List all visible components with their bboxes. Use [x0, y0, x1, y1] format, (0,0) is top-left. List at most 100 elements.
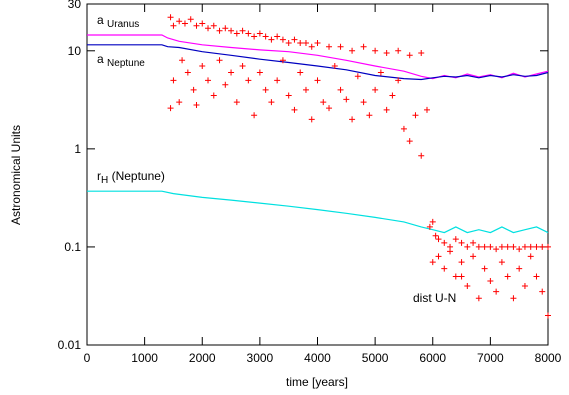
point [251, 112, 258, 119]
annotation-text: r [97, 169, 101, 183]
point [372, 47, 379, 54]
y-tick-label: 0.01 [58, 338, 82, 352]
point [245, 30, 252, 37]
point [245, 77, 252, 84]
point [452, 273, 459, 280]
annotation-rest: (Neptune) [108, 169, 165, 183]
point [354, 73, 361, 80]
point [516, 265, 523, 272]
point [326, 43, 333, 50]
x-tick-label: 2000 [189, 351, 216, 365]
point [545, 243, 551, 250]
point [533, 243, 540, 250]
point [251, 33, 258, 40]
point [210, 22, 217, 29]
point [406, 138, 413, 145]
point [291, 36, 298, 43]
point [372, 86, 379, 93]
point [406, 52, 413, 59]
point [193, 102, 200, 109]
y-tick-label: 1 [74, 142, 81, 156]
point [190, 86, 197, 93]
point [510, 243, 517, 250]
point [475, 295, 482, 302]
line [87, 44, 549, 81]
point [308, 43, 315, 50]
point [199, 20, 206, 27]
point [432, 232, 439, 239]
point [179, 57, 186, 64]
point [302, 40, 309, 47]
point [199, 62, 206, 69]
annotation: a Neptune [97, 52, 145, 69]
point [470, 239, 477, 246]
y-tick-label: 0.1 [64, 240, 81, 254]
point [464, 243, 471, 250]
point [447, 248, 454, 255]
annotation: rH (Neptune) [97, 169, 165, 186]
annotation-text: a [97, 13, 104, 27]
point [176, 18, 183, 25]
point [297, 40, 304, 47]
point [181, 20, 188, 27]
point [400, 125, 407, 132]
point [464, 282, 471, 289]
point [268, 99, 275, 106]
point [423, 106, 430, 113]
point [187, 16, 194, 23]
point [493, 246, 500, 253]
x-tick-label: 3000 [247, 351, 274, 365]
point [360, 43, 367, 50]
point [429, 218, 436, 225]
point [256, 69, 263, 76]
point [481, 243, 488, 250]
point [302, 86, 309, 93]
point [426, 223, 433, 230]
point [418, 49, 425, 56]
point [395, 77, 402, 84]
point [441, 239, 448, 246]
point [389, 92, 396, 99]
annotation-sub: H [101, 175, 108, 186]
point [527, 243, 534, 250]
annotation: dist U-N [413, 291, 456, 305]
point [176, 99, 183, 106]
point [545, 312, 551, 319]
point [539, 243, 546, 250]
point [510, 295, 517, 302]
point [291, 106, 298, 113]
point [458, 239, 465, 246]
point [441, 265, 448, 272]
point [308, 116, 315, 123]
point [233, 99, 240, 106]
point [222, 25, 229, 32]
point [205, 25, 212, 32]
point [498, 243, 505, 250]
point [452, 236, 459, 243]
point [274, 33, 281, 40]
x-tick-label: 8000 [535, 351, 562, 365]
point [458, 259, 465, 266]
point [314, 77, 321, 84]
point [504, 273, 511, 280]
point [435, 236, 442, 243]
point [239, 27, 246, 34]
point [337, 86, 344, 93]
point [233, 30, 240, 37]
y-tick-label: 30 [68, 0, 82, 11]
point [239, 62, 246, 69]
point [268, 36, 275, 43]
point [539, 288, 546, 295]
point [216, 27, 223, 34]
point [343, 96, 350, 103]
point [256, 30, 263, 37]
x-tick-label: 1000 [131, 351, 158, 365]
point [326, 105, 333, 112]
point [193, 22, 200, 29]
annotation-sub: Uranus [107, 19, 139, 30]
x-tick-label: 7000 [477, 351, 504, 365]
point [285, 92, 292, 99]
point [285, 40, 292, 47]
x-tick-label: 6000 [419, 351, 446, 365]
point [377, 69, 384, 76]
